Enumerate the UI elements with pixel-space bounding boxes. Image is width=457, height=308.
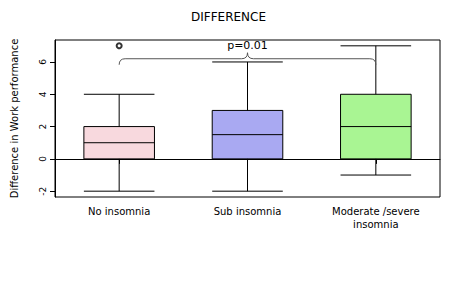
svg-text:6: 6	[38, 59, 48, 65]
svg-text:0: 0	[38, 156, 48, 162]
svg-text:2: 2	[38, 124, 48, 130]
svg-text:insomnia: insomnia	[353, 219, 398, 230]
svg-text:Difference in Work performance: Difference in Work performance	[9, 39, 20, 199]
svg-text:DIFFERENCE: DIFFERENCE	[191, 10, 266, 24]
svg-text:No insomnia: No insomnia	[88, 206, 150, 217]
svg-text:p=0.01: p=0.01	[227, 39, 268, 52]
svg-text:Moderate /severe: Moderate /severe	[332, 206, 420, 217]
svg-text:Sub insomnia: Sub insomnia	[214, 206, 282, 217]
svg-text:4: 4	[38, 91, 48, 97]
svg-text:-2: -2	[38, 187, 48, 196]
